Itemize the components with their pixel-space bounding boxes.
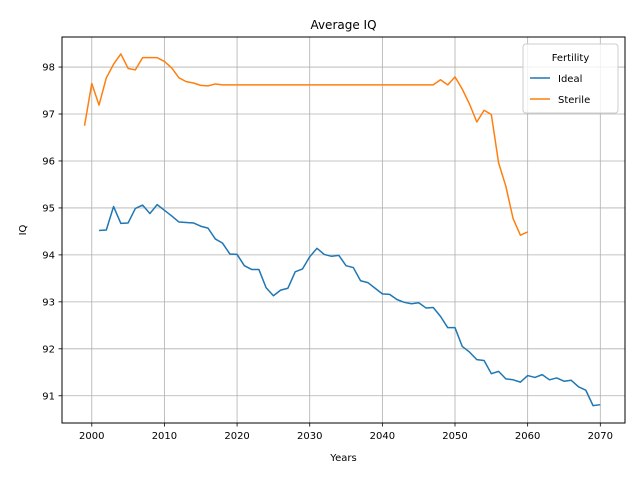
legend-title: Fertility	[552, 53, 590, 64]
x-tick-label: 2020	[224, 431, 249, 442]
x-axis-label: Years	[329, 453, 356, 464]
y-tick-label: 91	[42, 391, 55, 402]
x-tick-label: 2010	[152, 431, 177, 442]
y-tick-label: 94	[42, 250, 55, 261]
x-tick-label: 2070	[588, 431, 613, 442]
legend-label-ideal: Ideal	[558, 74, 582, 85]
y-tick-label: 92	[42, 344, 55, 355]
x-tick-label: 2030	[297, 431, 322, 442]
y-tick-label: 97	[42, 110, 55, 121]
x-tick-label: 2000	[79, 431, 104, 442]
y-tick-label: 98	[42, 63, 55, 74]
y-axis-label: IQ	[18, 224, 29, 235]
x-tick-label: 2050	[442, 431, 467, 442]
chart-title: Average IQ	[310, 18, 376, 32]
y-tick-label: 93	[42, 297, 55, 308]
x-tick-label: 2040	[370, 431, 395, 442]
y-tick-label: 95	[42, 203, 55, 214]
legend: Fertility Ideal Sterile	[523, 44, 618, 113]
legend-label-sterile: Sterile	[558, 95, 590, 106]
x-tick-label: 2060	[515, 431, 540, 442]
y-tick-label: 96	[42, 156, 55, 167]
